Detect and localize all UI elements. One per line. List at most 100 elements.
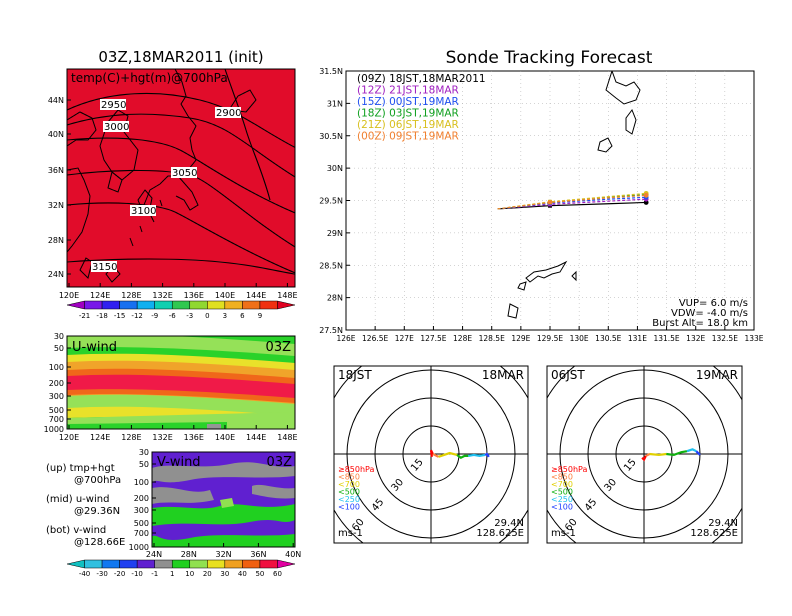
hodo-trace — [456, 454, 469, 460]
u-lon-label: 136E — [184, 433, 204, 442]
v-wind-neutral — [152, 487, 214, 504]
contour-labels: 2950 2900 3000 3050 3100 3150 — [91, 99, 241, 273]
track-lon-label: 130.5E — [595, 334, 621, 343]
wind-swatch — [224, 559, 243, 569]
wind-colorbar: -40 -30 -20 -10 -1 1 10 20 30 40 50 60 — [66, 559, 296, 578]
hodo-trace — [468, 453, 486, 457]
run-label: (18Z) 03JST,19MAR — [357, 108, 459, 120]
track-line — [497, 201, 647, 210]
wind-swatch — [154, 559, 173, 569]
wind-swatch — [119, 559, 138, 569]
track-lon-label: 127E — [395, 334, 414, 343]
u-wind-band — [67, 336, 295, 356]
hodo-trace — [686, 448, 697, 453]
temperature-colorbar: -21 -18 -15 -12 -9 -6 -3 0 3 6 9 — [66, 300, 296, 320]
temp-swatch — [136, 300, 155, 310]
contour-label-bg — [171, 167, 197, 178]
lat-tick-label: 36N — [48, 166, 64, 175]
v-lat-axis: 24N 28N 32N 36N 40N — [146, 543, 301, 559]
temp-swatch — [224, 300, 243, 310]
temp-cbar-label: -18 — [96, 312, 107, 320]
hodo-lon: 128.625E — [690, 528, 738, 539]
v-pressure-label: 1000 — [129, 543, 149, 552]
lat-tick-label: 44N — [48, 96, 64, 105]
wind-swatch — [136, 559, 155, 569]
temp-cbar-label: 6 — [240, 312, 245, 320]
v-pressure-label: 700 — [134, 529, 149, 538]
height-contour — [67, 202, 295, 274]
v-wind-neutral — [252, 484, 295, 499]
contour-label-bg — [91, 261, 117, 272]
hodo-level: <100 — [338, 503, 360, 512]
u-lon-label: 140E — [215, 433, 235, 442]
temp-swatch — [154, 300, 173, 310]
hodo-level: <500 — [551, 488, 573, 497]
hodo-level: <700 — [338, 480, 360, 489]
sonde-tracks — [497, 190, 649, 210]
hodo-trace — [438, 451, 458, 458]
temp-swatch — [101, 300, 120, 310]
right-title: Sonde Tracking Forecast — [446, 48, 653, 68]
u-wind-band — [67, 422, 227, 429]
track-coastline — [507, 71, 641, 319]
map-frame: temp(C)+hgt(m)@700hPa — [66, 68, 296, 288]
temp-cbar-label: 0 — [205, 312, 209, 320]
hodo-trace — [484, 452, 490, 458]
track-lat-label: 30N — [327, 164, 343, 173]
wind-cbar-label: -20 — [114, 570, 125, 578]
legend-bot-2: @128.66E — [74, 537, 125, 548]
wind-cbar-label: 50 — [255, 570, 264, 578]
temp-cbar-label: 9 — [258, 312, 262, 320]
wind-swatch — [207, 559, 226, 569]
u-wind-time: 03Z — [266, 340, 292, 355]
u-pressure-label: 300 — [49, 392, 64, 401]
track-lat-label: 31.5N — [319, 67, 343, 76]
v-lat-label: 40N — [285, 550, 301, 559]
wind-cbar-label: -30 — [96, 570, 107, 578]
track-lon-label: 128E — [453, 334, 472, 343]
u-lon-label: 132E — [152, 433, 172, 442]
v-wind-field — [152, 452, 295, 547]
u-lon-label: 144E — [246, 433, 266, 442]
track-lon-label: 128.5E — [479, 334, 505, 343]
temp-cbar-label: -9 — [151, 312, 158, 320]
panel-legend: (up) tmp+hgt @700hPa (mid) u-wind @29.36… — [46, 463, 125, 548]
temp-swatch — [207, 300, 226, 310]
v-wind-neutral — [152, 462, 295, 483]
track-lon-label: 127.5E — [420, 334, 446, 343]
wind-cbar-label: 10 — [185, 570, 194, 578]
contour-label-bg — [215, 107, 241, 118]
hodo-units: ms-1 — [551, 528, 576, 539]
legend-up-1: (up) tmp+hgt — [46, 463, 115, 474]
temp-swatch — [119, 300, 138, 310]
hodo-level: ≥850hPa — [551, 465, 588, 474]
u-pressure-label: 50 — [54, 344, 64, 353]
run-label: (09Z) 18JST,18MAR2011 — [357, 73, 486, 85]
track-lat-label: 31N — [327, 99, 343, 108]
lon-tick-label: 124E — [90, 291, 110, 300]
track-lon-label: 132.5E — [712, 334, 738, 343]
temp-cbar-label: -6 — [169, 312, 177, 320]
track-lon-axis: 126E 126.5E 127E 127.5E 128E 128.5E 129E 129.5E… — [336, 326, 764, 343]
vup-text: VUP= 6.0 m/s — [679, 298, 748, 309]
wind-cbar-label: 40 — [238, 570, 247, 578]
lon-tick-label: 140E — [215, 291, 235, 300]
landing-marker — [643, 192, 649, 198]
track-lat-label: 29N — [327, 229, 343, 238]
wind-swatch — [189, 559, 208, 569]
u-pressure-label: 100 — [49, 363, 64, 372]
lon-tick-label: 128E — [121, 291, 141, 300]
track-lat-label: 28.5N — [319, 261, 343, 270]
hodo-trace — [429, 449, 434, 457]
v-pressure-label: 100 — [134, 478, 149, 487]
burst-text: Burst Alt= 18.0 km — [652, 318, 748, 329]
lon-tick-label: 136E — [184, 291, 204, 300]
vdw-text: VDW= -4.0 m/s — [671, 308, 748, 319]
v-pressure-label: 200 — [134, 494, 149, 503]
u-pressure-label: 1000 — [44, 425, 64, 434]
wind-swatch — [66, 559, 85, 569]
